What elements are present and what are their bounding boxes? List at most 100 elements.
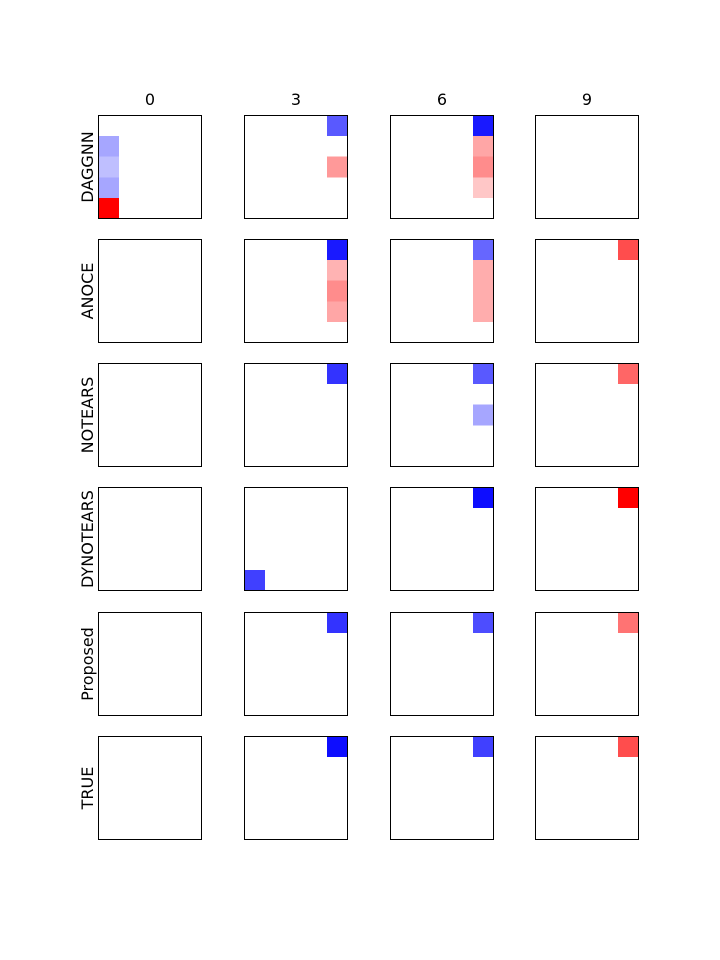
- panel-true-6: [390, 736, 494, 840]
- heatmap-cell: [473, 115, 494, 136]
- heatmap-cell: [473, 363, 494, 384]
- panel-true-9: [535, 736, 639, 840]
- panel-notears-0: [98, 363, 202, 467]
- heatmap-cell: [327, 156, 348, 178]
- panel-border: [244, 736, 348, 840]
- panel-border: [98, 612, 202, 716]
- panel-anoce-3: [244, 239, 348, 343]
- column-header-0: 0: [145, 90, 155, 109]
- panel-border: [535, 115, 639, 219]
- heatmap-cell: [98, 156, 119, 178]
- heatmap-cell: [618, 239, 639, 260]
- heatmap-cell: [473, 404, 494, 426]
- panel-border: [390, 239, 494, 343]
- panel-border: [535, 612, 639, 716]
- panel-daggnn-3: [244, 115, 348, 219]
- panel-dynotears-6: [390, 487, 494, 591]
- column-header-6: 6: [437, 90, 447, 109]
- panel-border: [535, 363, 639, 467]
- panel-daggnn-9: [535, 115, 639, 219]
- heatmap-cell: [618, 612, 639, 633]
- row-label-notears: NOTEARS: [78, 377, 97, 454]
- panel-background: [98, 239, 202, 343]
- panel-dynotears-9: [535, 487, 639, 591]
- heatmap-cell: [473, 177, 494, 199]
- row-label-anoce: ANOCE: [78, 263, 97, 320]
- heatmap-cell: [327, 115, 348, 136]
- panel-anoce-9: [535, 239, 639, 343]
- panel-anoce-0: [98, 239, 202, 343]
- panel-proposed-3: [244, 612, 348, 716]
- panel-notears-6: [390, 363, 494, 467]
- panel-background: [98, 736, 202, 840]
- panel-notears-3: [244, 363, 348, 467]
- heatmap-cell: [473, 487, 494, 508]
- column-header-9: 9: [582, 90, 592, 109]
- heatmap-cell: [327, 363, 348, 384]
- panel-border: [98, 487, 202, 591]
- panel-background: [535, 115, 639, 219]
- heatmap-cell: [618, 736, 639, 757]
- heatmap-cell: [473, 301, 494, 323]
- panel-border: [244, 363, 348, 467]
- panel-dynotears-3: [244, 487, 348, 591]
- heatmap-cell: [98, 135, 119, 157]
- heatmap-cell: [473, 156, 494, 178]
- panel-daggnn-0: [98, 115, 202, 219]
- row-label-proposed: Proposed: [78, 627, 97, 701]
- panel-border: [535, 736, 639, 840]
- panel-proposed-6: [390, 612, 494, 716]
- panels: [98, 115, 639, 840]
- row-labels: DAGGNN ANOCE NOTEARS DYNOTEARS Proposed TRUE: [78, 131, 97, 810]
- panel-border: [98, 239, 202, 343]
- column-header-3: 3: [291, 90, 301, 109]
- row-label-dynotears: DYNOTEARS: [78, 490, 97, 588]
- panel-border: [98, 115, 202, 219]
- panel-border: [390, 736, 494, 840]
- heatmap-cell: [98, 198, 119, 219]
- panel-border: [535, 487, 639, 591]
- heatmap-cell: [327, 301, 348, 323]
- panel-border: [244, 115, 348, 219]
- panel-notears-9: [535, 363, 639, 467]
- panel-true-0: [98, 736, 202, 840]
- heatmap-cell: [473, 612, 494, 633]
- heatmap-cell: [473, 135, 494, 157]
- panel-anoce-6: [390, 239, 494, 343]
- panel-background: [98, 363, 202, 467]
- panel-proposed-9: [535, 612, 639, 716]
- panel-true-3: [244, 736, 348, 840]
- panel-border: [390, 115, 494, 219]
- heatmap-cell: [244, 570, 265, 591]
- panel-border: [244, 612, 348, 716]
- panel-proposed-0: [98, 612, 202, 716]
- panel-border: [390, 363, 494, 467]
- panel-border: [244, 487, 348, 591]
- heatmap-cell: [618, 487, 639, 508]
- row-label-true: TRUE: [78, 767, 97, 811]
- heatmap-cell: [327, 736, 348, 757]
- heatmap-cell: [618, 363, 639, 384]
- heatmap-cell: [327, 612, 348, 633]
- heatmap-cell: [98, 177, 119, 199]
- panel-background: [98, 487, 202, 591]
- heatmap-cell: [327, 280, 348, 302]
- panel-daggnn-6: [390, 115, 494, 219]
- panel-border: [390, 487, 494, 591]
- heatmap-cell: [327, 239, 348, 260]
- panel-dynotears-0: [98, 487, 202, 591]
- row-label-daggnn: DAGGNN: [78, 131, 97, 202]
- panel-background: [98, 612, 202, 716]
- heatmap-cell: [473, 736, 494, 757]
- heatmap-cell: [327, 259, 348, 281]
- heatmap-cell: [473, 259, 494, 281]
- panel-border: [244, 239, 348, 343]
- column-headers: 0 3 6 9: [145, 90, 592, 109]
- heatmap-cell: [473, 280, 494, 302]
- panel-border: [98, 736, 202, 840]
- panel-border: [390, 612, 494, 716]
- panel-border: [98, 363, 202, 467]
- heatmap-cell: [473, 239, 494, 260]
- panel-border: [535, 239, 639, 343]
